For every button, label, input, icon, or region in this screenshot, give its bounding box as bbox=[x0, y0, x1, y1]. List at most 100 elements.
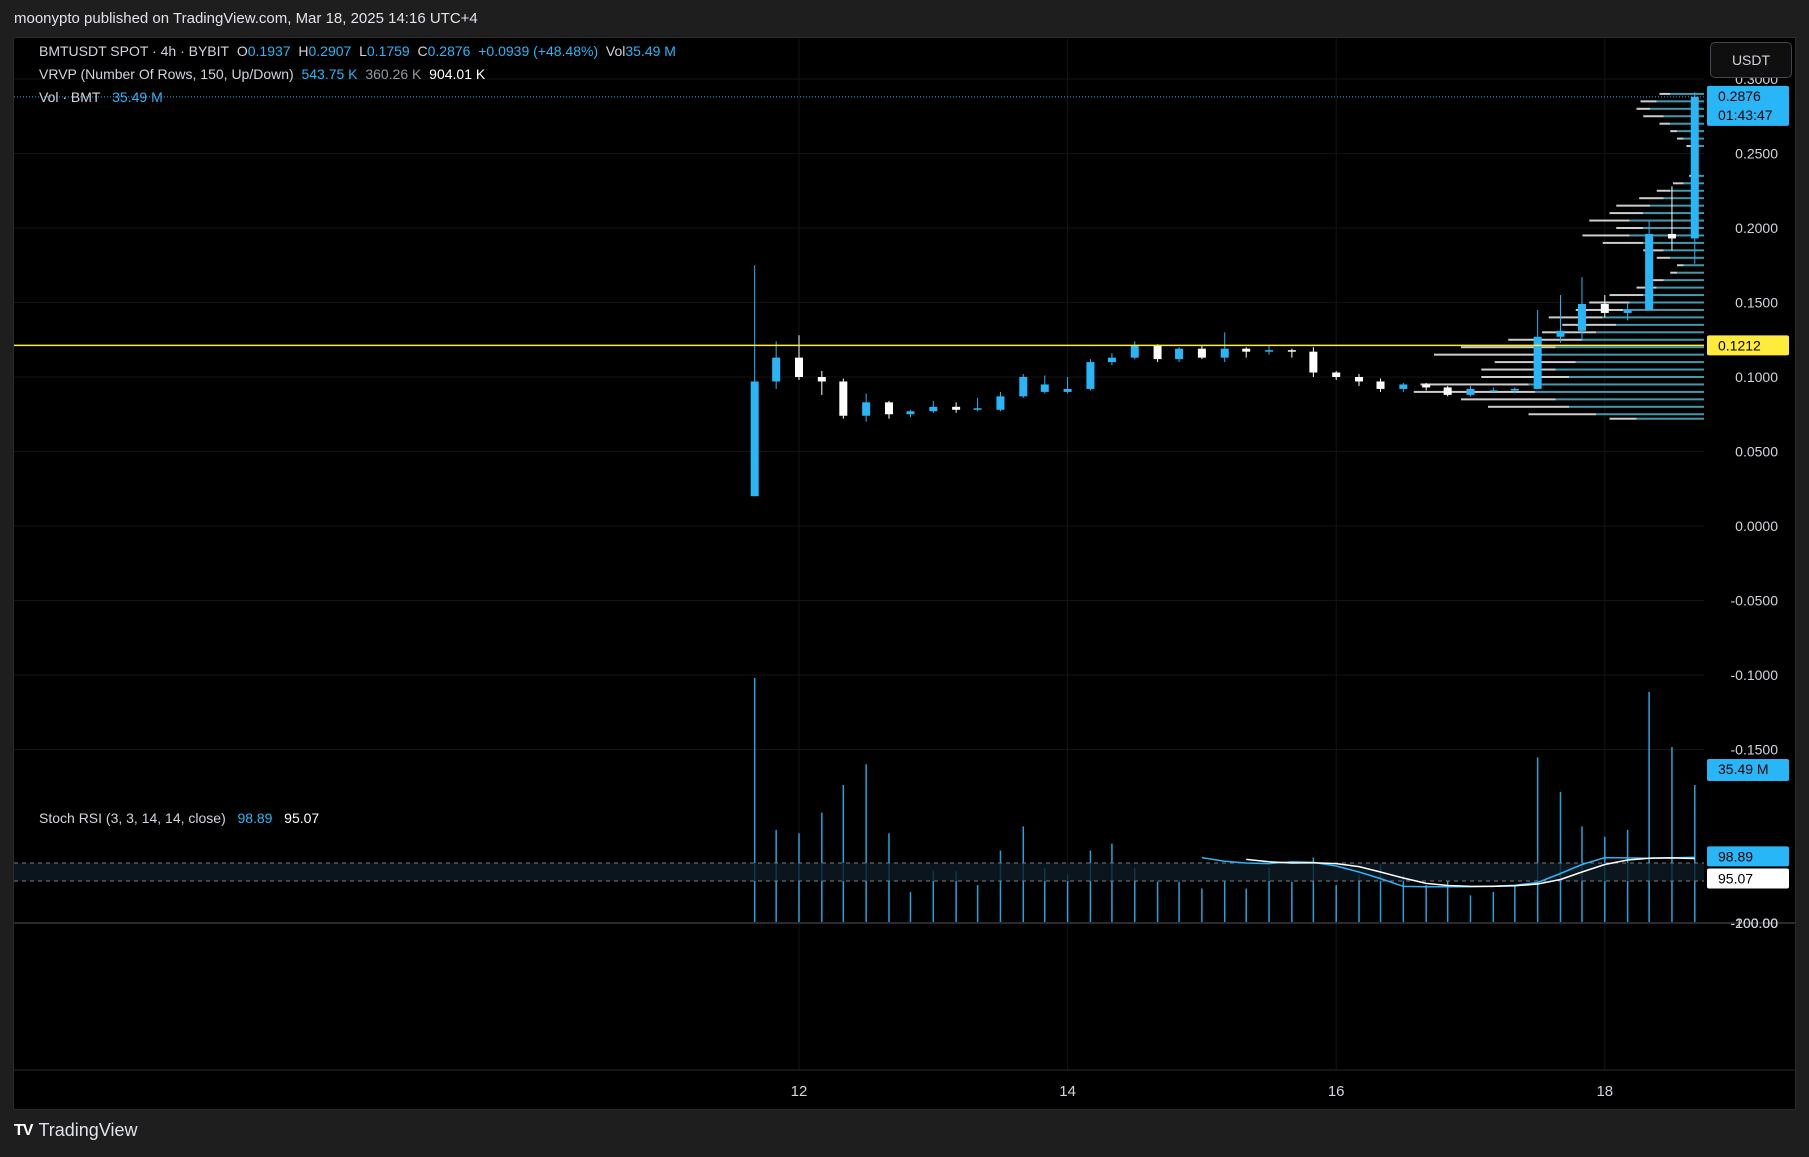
vp-row-up bbox=[1629, 219, 1704, 222]
change-value: +0.0939 (+48.48%) bbox=[478, 43, 599, 59]
vp-row-down bbox=[1548, 316, 1603, 319]
candle-body bbox=[1623, 309, 1632, 313]
low-value: 0.1759 bbox=[366, 43, 410, 59]
candle-body bbox=[1556, 330, 1565, 337]
candle-body bbox=[1309, 351, 1318, 373]
vp-row-down bbox=[1636, 107, 1650, 110]
stoch-k-badge-text: 98.89 bbox=[1718, 848, 1753, 864]
vp-row-up bbox=[1542, 353, 1704, 356]
candle-body bbox=[1063, 388, 1072, 392]
volume-indicator-legend[interactable]: Vol · BMT 35.49 M bbox=[39, 89, 163, 105]
vp-row-up bbox=[1575, 361, 1704, 364]
hline-price-badge-bg bbox=[1707, 335, 1789, 356]
volume-badge-text: 35.49 M bbox=[1718, 761, 1769, 777]
brand-name: TradingView bbox=[38, 1120, 138, 1140]
vp-row-down bbox=[1677, 264, 1684, 267]
vp-row-down bbox=[1650, 279, 1664, 282]
vp-row-up bbox=[1643, 294, 1704, 297]
vp-row-down bbox=[1659, 122, 1671, 125]
vp-row-up bbox=[1643, 241, 1704, 244]
vp-row-up bbox=[1670, 92, 1704, 95]
stoch-d-badge-text: 95.07 bbox=[1718, 870, 1753, 886]
vp-row-up bbox=[1596, 331, 1704, 334]
tradingview-logo-icon: TV bbox=[14, 1121, 33, 1139]
stoch-d-badge-bg bbox=[1707, 868, 1789, 889]
candle-body bbox=[1130, 345, 1139, 358]
price-tick: 0.0000 bbox=[1735, 518, 1778, 534]
vp-row-down bbox=[1461, 346, 1556, 349]
vp-row-down bbox=[1643, 249, 1664, 252]
candle-body bbox=[1422, 384, 1431, 388]
volume-profile bbox=[1413, 92, 1704, 420]
candle-body bbox=[1019, 377, 1028, 397]
currency-button[interactable]: USDT bbox=[1710, 42, 1792, 78]
candle-body bbox=[1107, 357, 1116, 363]
vp-row-up bbox=[1528, 383, 1704, 386]
candle-body bbox=[1220, 348, 1229, 358]
vp-row-down bbox=[1609, 212, 1644, 215]
vp-row-down bbox=[1616, 227, 1644, 229]
vp-row-up bbox=[1555, 368, 1704, 371]
current-price-badge-bg bbox=[1707, 85, 1789, 126]
candle-body bbox=[1265, 350, 1274, 352]
candle-body bbox=[1242, 348, 1251, 352]
vp-row-down bbox=[1656, 189, 1671, 192]
open-value: 0.1937 bbox=[247, 43, 291, 59]
time-tick: 18 bbox=[1596, 1083, 1613, 1100]
candle-body bbox=[1153, 345, 1162, 360]
candle-body bbox=[1175, 348, 1184, 360]
candle-body bbox=[1443, 387, 1452, 395]
candle-body bbox=[1399, 384, 1408, 389]
footer-brand[interactable]: TV TradingView bbox=[14, 1120, 138, 1141]
chart-frame[interactable]: 0.3000 0.2500 0.2000 0.1500 0.1000 0.0500 0.00… bbox=[13, 37, 1796, 1110]
candle-body bbox=[1355, 377, 1364, 382]
candle-body bbox=[952, 406, 961, 410]
candle-body bbox=[996, 396, 1005, 410]
chart-canvas[interactable]: 0.30000.25000.20000.15000.10000.05000.00… bbox=[14, 38, 1795, 1109]
vp-row-up bbox=[1596, 413, 1704, 416]
vp-row-up bbox=[1683, 264, 1704, 267]
vp-row-up bbox=[1663, 115, 1704, 118]
vp-row-down bbox=[1602, 241, 1644, 244]
stoch-rsi-legend[interactable]: Stoch RSI (3, 3, 14, 14, close) 98.89 95… bbox=[39, 810, 320, 826]
candle-body bbox=[1690, 96, 1699, 239]
vp-row-down bbox=[1639, 197, 1664, 200]
vp-row-up bbox=[1670, 122, 1704, 125]
vp-row-up bbox=[1623, 308, 1704, 311]
price-tick: 0.0500 bbox=[1735, 444, 1778, 460]
candle-body bbox=[906, 411, 915, 415]
vp-row-down bbox=[1609, 417, 1637, 420]
candle-body bbox=[1040, 384, 1049, 392]
candle-body bbox=[817, 377, 826, 382]
candle-body bbox=[1197, 348, 1206, 358]
candle-body bbox=[1667, 233, 1676, 239]
candle-body bbox=[929, 406, 938, 412]
vp-row-down bbox=[1542, 331, 1596, 334]
vrvp-legend[interactable]: VRVP (Number Of Rows, 150, Up/Down) 543.… bbox=[39, 66, 486, 82]
candle-body bbox=[1287, 350, 1296, 352]
candle-body bbox=[1533, 336, 1542, 389]
volume-value: 35.49 M bbox=[625, 43, 676, 59]
vp-row-up bbox=[1650, 107, 1704, 110]
vp-row-down bbox=[1677, 137, 1684, 140]
time-tick: 12 bbox=[791, 1083, 808, 1100]
vp-row-down bbox=[1481, 368, 1556, 371]
vp-row-down bbox=[1659, 92, 1671, 95]
candle-body bbox=[1466, 388, 1475, 395]
vp-row-down bbox=[1656, 256, 1671, 259]
vp-row-up bbox=[1643, 212, 1704, 215]
vp-row-down bbox=[1686, 145, 1691, 148]
candle-body bbox=[750, 381, 759, 497]
vp-row-up bbox=[1569, 405, 1704, 408]
stoch-tick: 0.00 bbox=[1751, 915, 1778, 931]
vp-row-up bbox=[1616, 323, 1704, 326]
candle-body bbox=[1376, 381, 1385, 389]
vp-row-up bbox=[1643, 227, 1704, 229]
symbol-legend[interactable]: BMTUSDT SPOT · 4h · BYBIT O0.1937 H0.290… bbox=[39, 43, 676, 59]
price-tick: -0.1500 bbox=[1731, 742, 1779, 758]
vp-row-up bbox=[1535, 390, 1704, 393]
vp-row-down bbox=[1589, 301, 1630, 304]
stoch-band-fill bbox=[14, 863, 1704, 881]
vp-row-down bbox=[1562, 323, 1617, 326]
time-tick: 16 bbox=[1328, 1083, 1345, 1100]
